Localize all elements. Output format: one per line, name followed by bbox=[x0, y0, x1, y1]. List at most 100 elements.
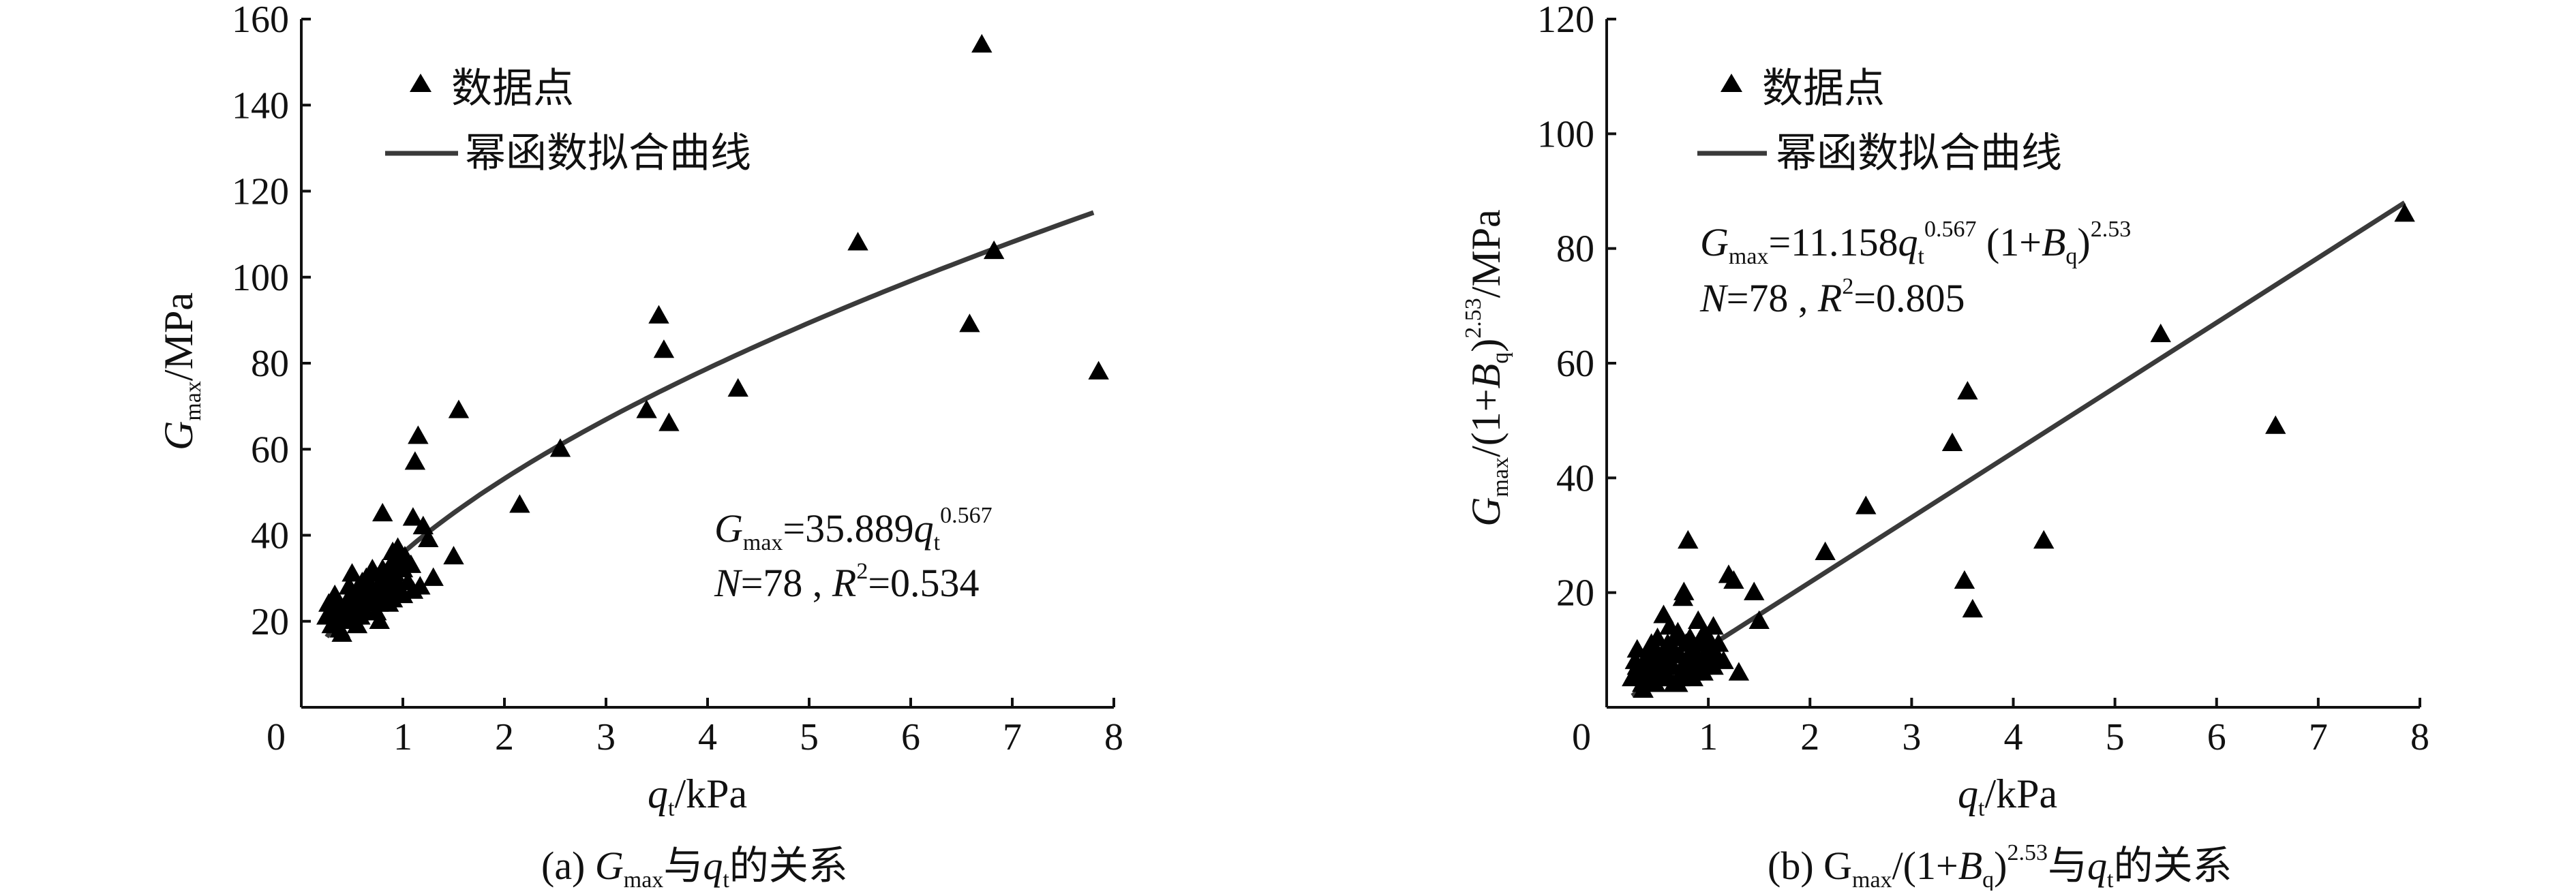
data-point bbox=[1659, 616, 1680, 635]
x-tick-label: 1 bbox=[393, 716, 412, 758]
panel-a-equation: Gmax=35.889qt0.567 bbox=[714, 503, 992, 555]
x-tick-label: 6 bbox=[2207, 716, 2226, 758]
x-tick-label: 8 bbox=[1104, 716, 1123, 758]
data-point bbox=[1957, 381, 1978, 400]
y-tick-label: 60 bbox=[1556, 343, 1594, 385]
data-point bbox=[342, 563, 363, 582]
data-point bbox=[1962, 598, 1984, 618]
data-point bbox=[1728, 662, 1750, 681]
data-point bbox=[653, 339, 675, 358]
data-point bbox=[1855, 495, 1877, 514]
data-point bbox=[369, 610, 390, 629]
x-tick-label: 6 bbox=[901, 716, 920, 758]
x-tick-label: 5 bbox=[2106, 716, 2125, 758]
y-tick-label: 100 bbox=[1537, 113, 1594, 155]
panel-a-stats: N=78 , R2=0.534 bbox=[714, 559, 980, 605]
data-point bbox=[509, 494, 530, 513]
data-point bbox=[1744, 581, 1765, 600]
data-point bbox=[362, 559, 383, 578]
data-point bbox=[549, 438, 571, 457]
data-point bbox=[1678, 529, 1699, 549]
panel-b-y-ticks: 20 40 60 80 100 120 bbox=[1537, 0, 1616, 615]
y-tick-label: 60 bbox=[251, 429, 289, 471]
panel-a-data-points bbox=[316, 33, 1109, 642]
y-tick-label: 120 bbox=[1537, 0, 1594, 41]
x-tick-label: 4 bbox=[2004, 716, 2023, 758]
x-tick-label: 5 bbox=[800, 716, 819, 758]
x-tick-label: 2 bbox=[495, 716, 514, 758]
panel-a-x-ticks: 1 2 3 4 5 6 7 8 bbox=[300, 698, 1123, 758]
panel-b-stats: N=78 , R2=0.805 bbox=[1699, 274, 1965, 320]
data-point bbox=[443, 546, 464, 565]
data-point bbox=[324, 584, 346, 604]
data-point bbox=[983, 240, 1005, 260]
data-point bbox=[1723, 570, 1744, 589]
panel-b-equation: Gmax=11.158qt0.567 (1+Bq)2.53 bbox=[1700, 217, 2131, 269]
panel-a-origin-label: 0 bbox=[267, 716, 286, 758]
x-tick-label: 3 bbox=[596, 716, 616, 758]
y-tick-label: 160 bbox=[232, 0, 289, 41]
x-tick-label: 2 bbox=[1800, 716, 1819, 758]
data-point bbox=[847, 232, 868, 251]
panel-a-x-label: qt/kPa bbox=[648, 771, 747, 821]
x-tick-label: 3 bbox=[1902, 716, 1921, 758]
data-point bbox=[354, 602, 376, 621]
data-point bbox=[1815, 541, 1836, 560]
data-point bbox=[1655, 645, 1676, 664]
data-point bbox=[1673, 581, 1695, 600]
panel-a: 1 2 3 4 5 6 7 8 20 40 60 80 100 120 140 160 0 数据点 幂函数拟… bbox=[156, 0, 1123, 893]
data-point bbox=[378, 593, 399, 612]
y-tick-label: 100 bbox=[232, 257, 289, 299]
panel-a-fit-curve bbox=[324, 210, 1095, 638]
data-point bbox=[636, 399, 657, 418]
data-point bbox=[382, 541, 404, 560]
data-point bbox=[423, 567, 444, 586]
data-point bbox=[648, 305, 669, 324]
data-point bbox=[1669, 667, 1691, 687]
data-point bbox=[372, 502, 393, 522]
panel-b-caption: (b) Gmax/(1+Bq)2.53与qt的关系 bbox=[1768, 840, 2232, 891]
data-point bbox=[1645, 673, 1666, 692]
x-tick-label: 4 bbox=[698, 716, 717, 758]
y-tick-label: 40 bbox=[251, 515, 289, 557]
panel-b: 1 2 3 4 5 6 7 8 20 40 60 80 100 120 0 数据点 幂函数拟合曲线 Gm… bbox=[1461, 0, 2429, 893]
data-point bbox=[2033, 529, 2055, 549]
triangle-icon bbox=[410, 74, 431, 92]
panel-a-legend: 数据点 幂函数拟合曲线 bbox=[385, 66, 751, 176]
data-point bbox=[408, 425, 429, 444]
data-point bbox=[448, 399, 470, 418]
data-point bbox=[2150, 323, 2171, 343]
data-point bbox=[1680, 628, 1701, 647]
panel-a-y-ticks: 20 40 60 80 100 120 140 160 bbox=[232, 0, 311, 643]
data-point bbox=[1693, 621, 1715, 641]
panel-b-legend-points: 数据点 bbox=[1762, 66, 1885, 111]
data-point bbox=[1682, 667, 1703, 687]
data-point bbox=[727, 377, 748, 397]
data-point bbox=[392, 584, 414, 604]
y-tick-label: 20 bbox=[1556, 572, 1594, 615]
panel-b-legend-curve: 幂函数拟合曲线 bbox=[1776, 131, 2062, 176]
data-point bbox=[1641, 633, 1662, 652]
panel-b-y-label: Gmax/(1+Bq)2.53/MPa bbox=[1461, 209, 1513, 527]
x-tick-label: 7 bbox=[1003, 716, 1022, 758]
data-point bbox=[2265, 415, 2286, 434]
data-point bbox=[1693, 662, 1714, 681]
y-tick-label: 20 bbox=[251, 601, 289, 643]
data-point bbox=[410, 576, 431, 595]
x-tick-label: 7 bbox=[2309, 716, 2328, 758]
data-point bbox=[1713, 650, 1734, 669]
panel-b-data-points bbox=[1622, 203, 2415, 698]
data-point bbox=[400, 554, 422, 573]
data-point bbox=[1088, 360, 1109, 380]
data-point bbox=[331, 623, 352, 642]
data-point bbox=[1748, 610, 1770, 629]
data-point bbox=[1633, 679, 1654, 698]
panel-b-axes bbox=[1605, 19, 2420, 709]
panel-a-y-label: Gmax/MPa bbox=[156, 292, 206, 450]
x-tick-label: 8 bbox=[2410, 716, 2429, 758]
triangle-icon bbox=[1721, 74, 1742, 92]
data-point bbox=[1708, 633, 1729, 652]
y-tick-label: 80 bbox=[251, 343, 289, 385]
panel-b-x-ticks: 1 2 3 4 5 6 7 8 bbox=[1605, 698, 2429, 758]
